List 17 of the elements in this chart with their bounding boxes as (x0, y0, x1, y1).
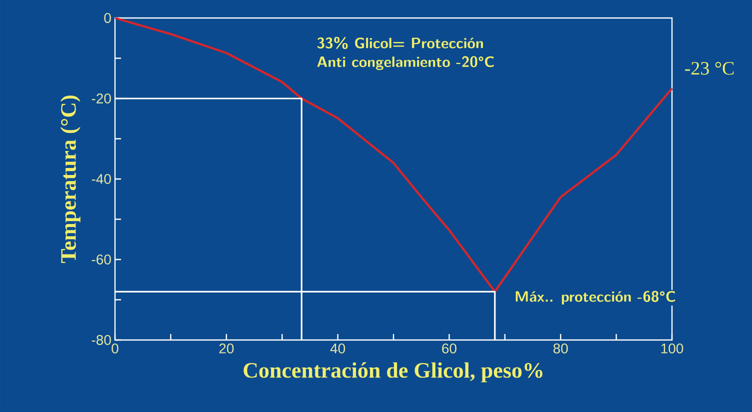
y-tick-label: 0 (104, 13, 111, 23)
text: -23 °C (685, 62, 734, 75)
x-tick-label: 0 (112, 344, 118, 354)
annotation: 33% Glicol= Protección (317, 36, 483, 50)
x-axis-title: Concentración de Glicol, peso% (244, 362, 542, 382)
x-tick-label: 80 (553, 344, 568, 354)
x-tick-label: 40 (330, 344, 346, 354)
x-tick-label: 60 (442, 344, 456, 354)
x-tick-label: 20 (219, 344, 234, 354)
y-tick-label: -40 (92, 174, 111, 184)
y-axis-title: Temperatura (°C) (60, 96, 80, 263)
y-tick-label: -80 (92, 335, 111, 345)
x-tick-label: 100 (661, 344, 684, 354)
y-tick-label: -20 (92, 94, 111, 104)
y-tick-label: -60 (92, 254, 111, 264)
annotation: Anti congelamiento -20°C (317, 56, 494, 70)
annotation: Máx.. protección -68°C (516, 290, 676, 305)
